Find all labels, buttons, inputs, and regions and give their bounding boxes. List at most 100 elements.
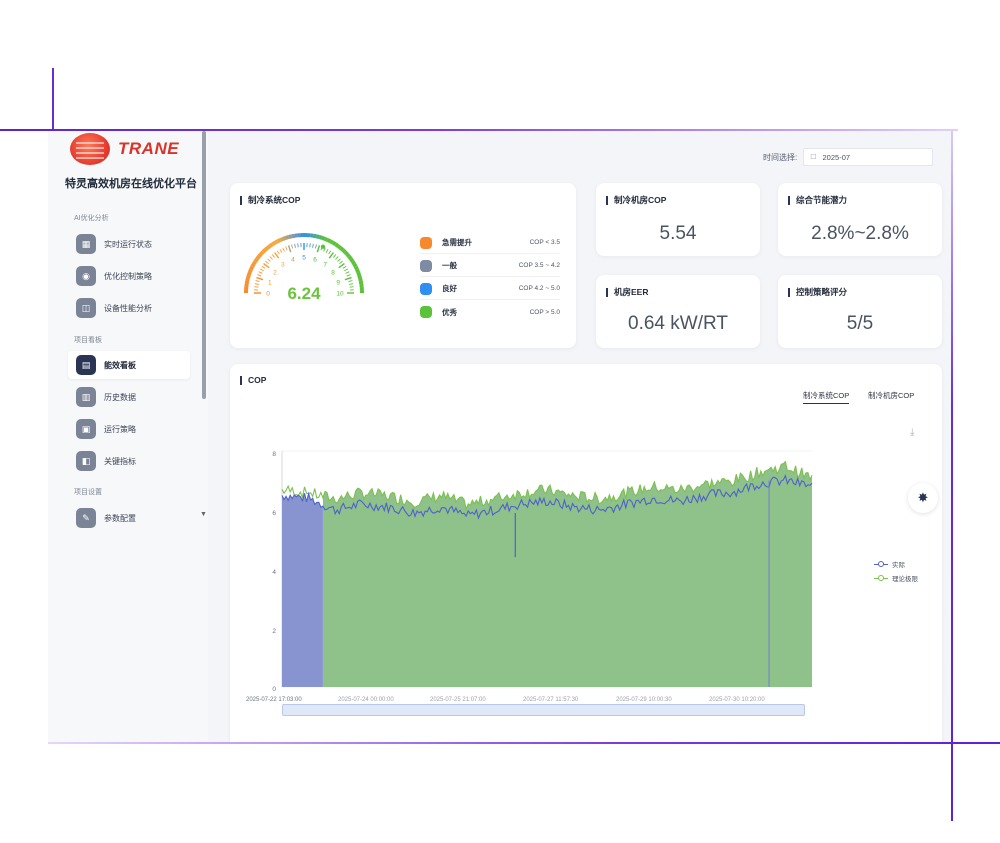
gauge-tick [282,247,285,252]
y-tick: 8 [272,451,276,458]
sidebar-item-params[interactable]: ✎ 参数配置 [68,504,190,532]
logo-text: TRANE [118,139,180,158]
gauge-arc-segment [249,265,255,271]
gauge-arc-segment [331,241,337,247]
tab-room-cop[interactable]: 制冷机房COP [868,391,915,400]
run-strategy-icon: ▣ [76,419,96,439]
kpi-card-room-cop: 制冷机房COP 5.54 [596,183,760,256]
gauge-arc-segment [358,277,363,282]
scroll-down-icon[interactable]: ▼ [200,511,207,518]
sidebar-scrollbar[interactable] [202,131,206,399]
sidebar-item-label: 关键指标 [104,456,136,466]
sidebar-item-realtime[interactable]: ▦ 实时运行状态 [68,230,190,258]
gauge-tick [274,252,280,259]
download-icon[interactable]: ⤓ [910,427,915,438]
legend-row: 良好 COP 4.2 ~ 5.0 [420,278,560,300]
x-tick: 2025-07-30 10:20:00 [709,697,765,703]
legend-series-limit[interactable]: 理论极限 [874,573,918,583]
sidebar-item-label: 实时运行状态 [104,239,152,249]
gauge-tick-label: 3 [281,261,285,268]
sidebar-item-history[interactable]: ▥ 历史数据 [68,383,190,411]
kpi-card-strategy-score: 控制策略评分 5/5 [778,275,942,348]
card-title: COP [240,375,266,385]
decorative-line [52,68,54,132]
gauge-tick [325,248,329,253]
legend-range: COP > 5.0 [529,308,560,316]
strategy-icon: ◉ [76,266,96,286]
gauge-arc-segment [318,235,323,240]
gauge-arc-segment [245,277,250,282]
gauge-arc-segment [343,250,349,256]
sidebar-item-label: 能效看板 [104,360,136,370]
gauge-tick-label: 0 [266,291,270,298]
gauge-arc-segment [244,280,250,285]
gauge-tick [259,268,264,272]
gauge-arc-segment [252,260,258,266]
gauge-tick [338,263,345,269]
sidebar-item-efficiency[interactable]: ▤ 能效看板 [68,351,190,379]
gauge-tick-label: 1 [268,279,272,286]
gauge-tick [263,263,270,269]
trane-logo[interactable]: TRANE [70,133,190,169]
legend-name: 良好 [442,284,457,293]
gauge-tick-label: 8 [331,269,335,276]
gauge-tick [339,260,343,265]
gauge-tick [345,271,350,274]
month-picker-input[interactable]: ☐ 2025-07 [803,148,934,166]
gauge-arc-segment [246,271,252,276]
gauge-tick [279,248,283,253]
kpi-card-room-eer: 机房EER 0.64 kW/RT [596,275,760,348]
gauge-tick [344,268,349,272]
legend-swatch [420,306,432,318]
platform-title: 特灵高效机房在线优化平台 [65,178,197,190]
gauge-tick [265,260,269,265]
legend-series-actual[interactable]: 实际 [874,559,905,569]
sidebar-item-label: 优化控制策略 [104,271,152,281]
gauge-pointer [320,244,326,249]
gauge-arc-segment [247,268,253,273]
y-tick: 4 [272,569,276,576]
sidebar-item-kpi[interactable]: ◧ 关键指标 [68,447,190,475]
gauge-arc-segment [357,274,362,279]
gauge-arc-segment [291,233,296,239]
gauge-arc-segment [321,235,326,241]
gauge-arc-segment [355,268,361,273]
gauge-arc-segment [263,246,269,252]
gauge-tick [332,254,337,258]
sidebar-item-run-strategy[interactable]: ▣ 运行策略 [68,415,190,443]
analysis-icon: ◫ [76,298,96,318]
gauge-card: 制冷系统COP 0 1 2 3 4 5 6 7 8 9 10 6.24 急需提升 COP < 3.5 … [230,183,576,348]
sidebar-item-analysis[interactable]: ◫ 设备性能分析 [68,294,190,322]
gauge-arc-segment [282,235,287,241]
gauge-tick-label: 7 [323,261,327,268]
gauge-arc-segment [341,248,347,254]
sidebar-item-label: 设备性能分析 [104,303,152,313]
gauge-arc-segment [274,239,279,245]
monitor-icon: ▦ [76,234,96,254]
gear-icon[interactable]: ✸ [908,483,938,513]
zoom-slider[interactable] [282,704,805,716]
x-tick: 2025-07-25 21:07:00 [430,697,486,703]
time-picker-label: 时间选择: [763,152,798,162]
gauge-tick [256,276,264,281]
tab-system-cop[interactable]: 制冷系统COP [803,390,850,404]
gauge-tick-label: 6 [313,256,317,263]
y-tick: 6 [272,510,276,517]
gauge-tick [287,245,292,253]
kpi-value: 5/5 [846,313,874,334]
y-tick: 0 [272,686,276,693]
sidebar-item-strategy[interactable]: ◉ 优化控制策略 [68,262,190,290]
gauge-arc-segment [285,235,290,240]
gauge-tick [346,274,351,277]
legend-range: COP 4.2 ~ 5.0 [518,285,560,292]
gauge-tick-label: 4 [291,256,295,263]
sidebar-section-ai: AI优化分析 [74,215,109,222]
sidebar-item-label: 历史数据 [104,392,136,402]
legend-row: 优秀 COP > 5.0 [420,301,560,323]
gauge-tick [291,244,293,249]
sidebar: TRANE 特灵高效机房在线优化平台 AI优化分析 ▦ 实时运行状态 ◉ 优化控… [48,131,208,742]
gauge-tick [255,280,260,282]
gauge-tick [254,286,259,288]
legend-row: 急需提升 COP < 3.5 [420,232,560,254]
gauge-tick [342,265,347,269]
